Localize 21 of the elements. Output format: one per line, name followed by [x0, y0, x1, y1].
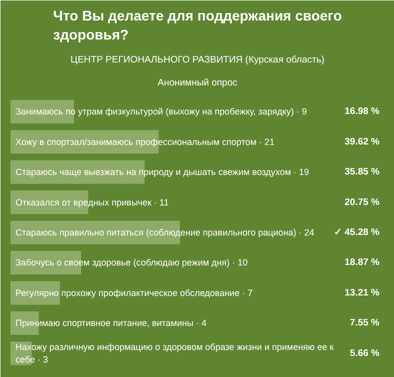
y-tick-label: Стараюсь чаще выезжать на природу и дышать свежим воздухом · 19: [16, 167, 310, 178]
y-tick-label: Нахожу различную информацию о здоровом образе жизни и применяю ее к себе · 3: [16, 342, 334, 365]
chart-title: Что Вы делаете для поддержания своего здоровья?: [53, 7, 342, 42]
y-tick-label: Отказался от вредных привычек · 11: [16, 197, 169, 208]
y-tick-label: Хожу в спортзал/занимаюсь профессиональным спортом · 21: [16, 136, 274, 147]
text: Анонимный опрос: [158, 78, 238, 88]
y-tick-label: Занимаюсь по утрам физкультурой (выхожу на пробежку, зарядку) · 9: [16, 106, 307, 117]
data-label: 20.75 %: [344, 196, 380, 208]
chart-subtitle: ЦЕНТР РЕГИОНАЛЬНОГО РАЗВИТИЯ (Курская область): [70, 54, 324, 66]
data-label: ✓ 45.28 %: [334, 227, 380, 238]
y-tick-label: Регулярно прохожу профилактическое обследование · 7: [16, 288, 253, 298]
y-tick-label: Принимаю спортивное питание, витамины · 4: [16, 318, 206, 328]
data-label: 35.85 %: [344, 166, 380, 178]
data-label: 7.55 %: [350, 318, 380, 329]
data-label: 39.62 %: [344, 136, 380, 148]
y-tick-label: Стараюсь правильно питаться (соблюдение правильного рациона) · 24: [16, 228, 314, 238]
y-tick-label: Забочусь о своем здоровье (соблюдаю режим дня) · 10: [16, 258, 248, 268]
data-label: 13.21 %: [344, 287, 380, 298]
data-label: 16.98 %: [344, 106, 380, 118]
data-label: 5.66 %: [350, 348, 380, 359]
data-label: 18.87 %: [344, 257, 380, 268]
